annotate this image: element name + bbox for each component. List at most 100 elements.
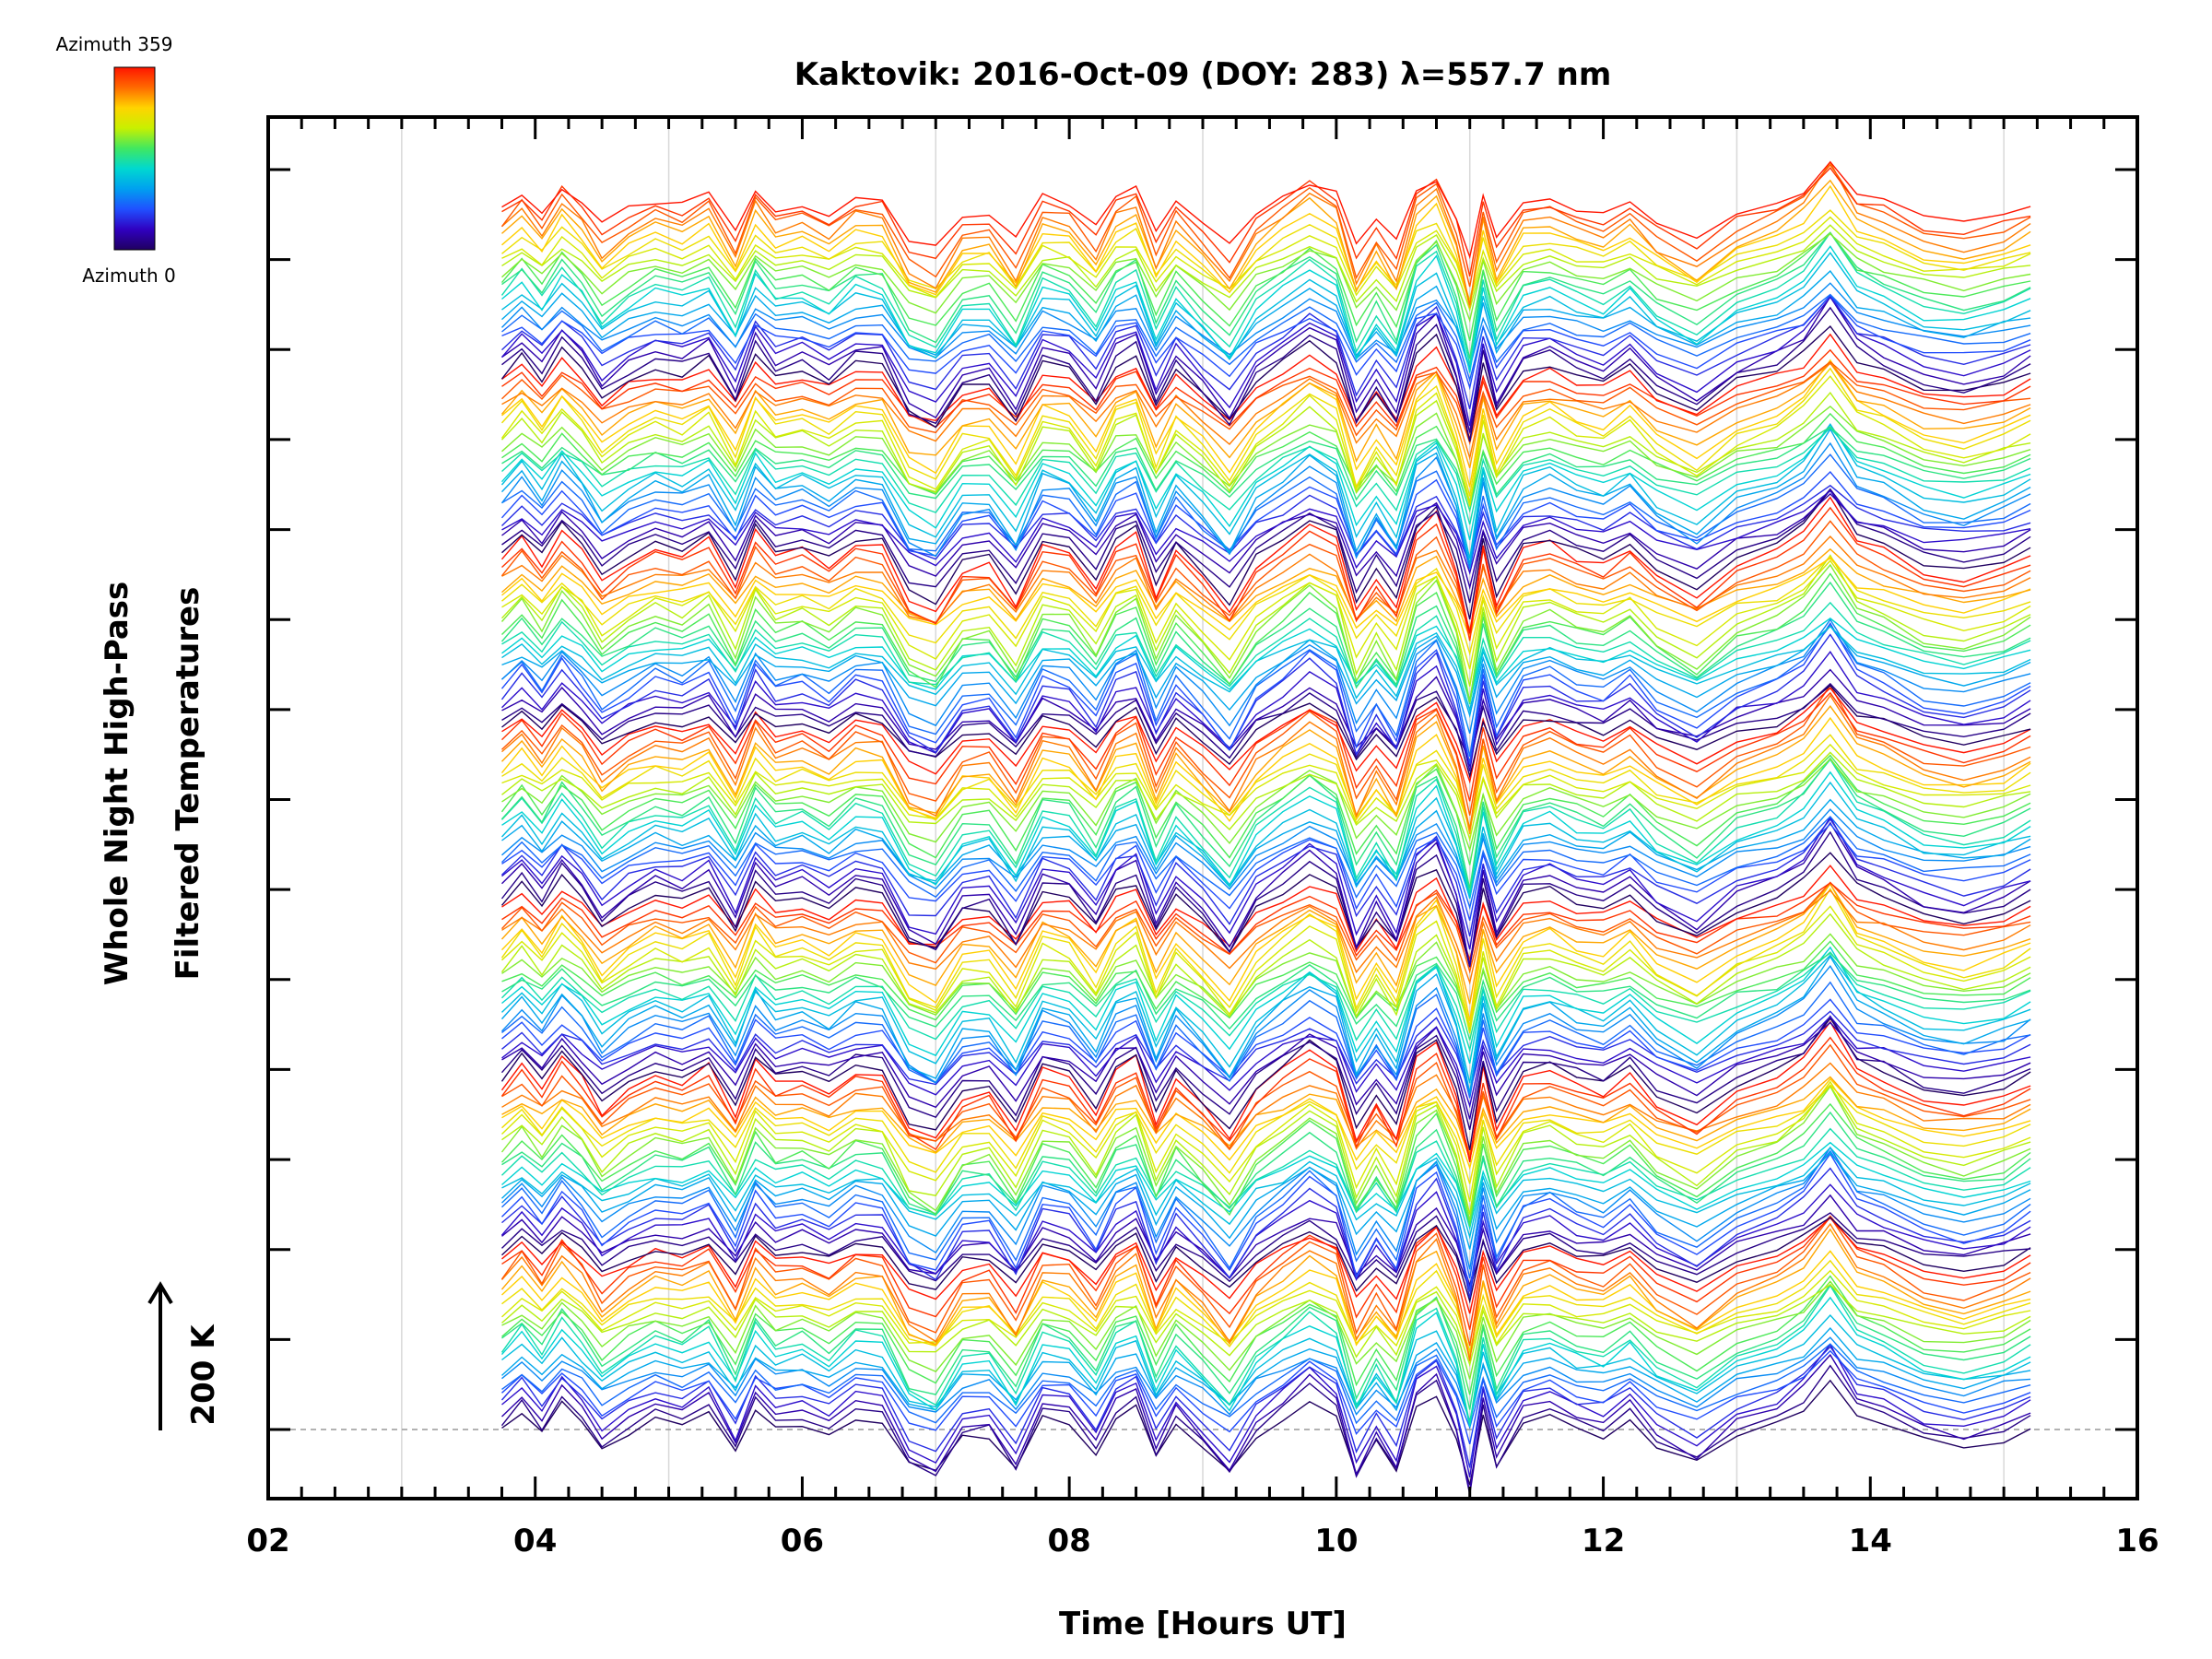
trace-azimuth-312-group-4 bbox=[501, 694, 2031, 830]
trace-azimuth-343-group-6 bbox=[501, 348, 2031, 441]
y-axis-label-line2: Filtered Temperatures bbox=[170, 587, 206, 981]
colorbar-bottom-label: Azimuth 0 bbox=[82, 265, 176, 287]
trace-azimuth-62-group-1 bbox=[500, 1346, 2031, 1468]
trace-azimuth-234-group-3 bbox=[500, 912, 2031, 1029]
scale-bar: 200 K bbox=[147, 1281, 222, 1430]
trace-azimuth-281-group-7 bbox=[501, 184, 2031, 306]
x-axis-label: Time [Hours UT] bbox=[1059, 1606, 1347, 1642]
trace-azimuth-78-group-5 bbox=[500, 621, 2031, 765]
trace-azimuth-219-group-4 bbox=[501, 758, 2031, 853]
trace-azimuth-172-group-1 bbox=[500, 1284, 2031, 1424]
trace-azimuth-203-group-5 bbox=[501, 572, 2031, 701]
trace-azimuth-219-group-1 bbox=[501, 1280, 2031, 1380]
trace-azimuth-234-group-7 bbox=[501, 224, 2031, 312]
trace-azimuth-78-group-4 bbox=[501, 823, 2031, 921]
temperature-traces bbox=[500, 160, 2031, 1495]
trace-azimuth-297-group-7 bbox=[501, 179, 2031, 309]
trace-azimuth-343-group-3 bbox=[501, 882, 2031, 962]
trace-azimuth-156-group-3 bbox=[501, 946, 2031, 1065]
trace-azimuth-328-group-6 bbox=[501, 360, 2031, 445]
x-axis-tick-labels: 02 04 06 08 10 12 14 16 bbox=[246, 1523, 2159, 1559]
trace-azimuth-16-group-2 bbox=[501, 1212, 2031, 1293]
x-tick-label: 02 bbox=[246, 1523, 289, 1559]
x-tick-label: 16 bbox=[2115, 1523, 2159, 1559]
trace-azimuth-219-group-5 bbox=[500, 563, 2031, 702]
trace-azimuth-234-group-1 bbox=[501, 1284, 2031, 1368]
scale-bar-label: 200 K bbox=[185, 1324, 222, 1426]
trace-azimuth-187-group-2 bbox=[501, 1111, 2031, 1227]
trace-azimuth-16-group-6 bbox=[501, 488, 2031, 604]
trace-azimuth-62-group-4 bbox=[501, 818, 2031, 937]
trace-azimuth-203-group-4 bbox=[500, 754, 2031, 865]
trace-azimuth-187-group-3 bbox=[501, 952, 2031, 1041]
trace-azimuth-250-group-2 bbox=[501, 1080, 2031, 1203]
trace-azimuth-265-group-4 bbox=[501, 734, 2031, 830]
trace-azimuth-250-group-5 bbox=[501, 559, 2031, 670]
trace-azimuth-265-group-6 bbox=[500, 367, 2031, 497]
trace-azimuth-219-group-7 bbox=[501, 232, 2031, 324]
trace-azimuth-62-group-2 bbox=[501, 1167, 2031, 1299]
trace-azimuth-297-group-6 bbox=[500, 361, 2031, 469]
trace-azimuth-328-group-3 bbox=[500, 881, 2031, 974]
trace-azimuth-31-group-3 bbox=[501, 1021, 2031, 1120]
trace-azimuth-31-group-7 bbox=[501, 295, 2031, 433]
trace-azimuth-47-group-1 bbox=[501, 1343, 2031, 1477]
trace-azimuth-109-group-2 bbox=[501, 1149, 2031, 1270]
trace-azimuth-109-group-4 bbox=[501, 808, 2031, 898]
trace-azimuth-140-group-2 bbox=[501, 1147, 2031, 1240]
x-tick-label: 10 bbox=[1314, 1523, 1358, 1559]
trace-azimuth-140-group-6 bbox=[500, 423, 2031, 559]
trace-azimuth-31-group-4 bbox=[501, 821, 2031, 967]
trace-azimuth-94-group-4 bbox=[501, 815, 2031, 911]
y-axis-ticks bbox=[268, 168, 2137, 1431]
trace-azimuth-16-group-1 bbox=[500, 1364, 2031, 1495]
trace-azimuth-281-group-1 bbox=[501, 1250, 2031, 1358]
trace-azimuth-0-group-3 bbox=[500, 1017, 2031, 1150]
chart-title: Kaktovik: 2016-Oct-09 (DOY: 283) λ=557.7… bbox=[794, 56, 1612, 93]
trace-azimuth-125-group-3 bbox=[500, 955, 2031, 1094]
colorbar-gradient bbox=[113, 66, 156, 251]
trace-azimuth-31-group-6 bbox=[501, 492, 2031, 591]
trace-azimuth-125-group-7 bbox=[501, 270, 2031, 371]
x-tick-label: 08 bbox=[1047, 1523, 1090, 1559]
trace-azimuth-203-group-1 bbox=[501, 1275, 2031, 1395]
trace-azimuth-172-group-5 bbox=[501, 601, 2031, 705]
trace-azimuth-16-group-3 bbox=[500, 1015, 2031, 1130]
trace-azimuth-140-group-5 bbox=[501, 625, 2031, 713]
trace-azimuth-265-group-3 bbox=[500, 888, 2031, 1028]
y-axis-label-line1: Whole Night High-Pass bbox=[99, 582, 135, 986]
trace-azimuth-359-group-5 bbox=[500, 496, 2031, 633]
trace-azimuth-31-group-1 bbox=[501, 1353, 2031, 1492]
trace-azimuth-359-group-7 bbox=[501, 160, 2031, 260]
x-tick-label: 14 bbox=[1849, 1523, 1892, 1559]
trace-azimuth-281-group-6 bbox=[501, 359, 2031, 488]
trace-azimuth-343-group-4 bbox=[501, 691, 2031, 802]
trace-azimuth-234-group-2 bbox=[501, 1084, 2031, 1215]
trace-azimuth-281-group-5 bbox=[501, 557, 2031, 640]
trace-azimuth-312-group-3 bbox=[501, 889, 2031, 985]
trace-azimuth-265-group-5 bbox=[501, 555, 2031, 656]
trace-azimuth-203-group-6 bbox=[501, 412, 2031, 508]
trace-azimuth-172-group-7 bbox=[500, 231, 2031, 365]
trace-azimuth-359-group-1 bbox=[501, 1217, 2031, 1314]
trace-azimuth-328-group-5 bbox=[500, 520, 2031, 635]
trace-azimuth-187-group-7 bbox=[501, 231, 2031, 359]
trace-azimuth-328-group-1 bbox=[500, 1216, 2031, 1347]
trace-azimuth-203-group-2 bbox=[500, 1102, 2031, 1227]
scale-bar-arrow-head-icon bbox=[147, 1281, 173, 1305]
trace-azimuth-234-group-5 bbox=[500, 554, 2031, 687]
colorbar-top-label: Azimuth 359 bbox=[56, 33, 173, 55]
trace-azimuth-0-group-5 bbox=[501, 684, 2031, 779]
trace-azimuth-125-group-4 bbox=[501, 798, 2031, 899]
trace-azimuth-203-group-7 bbox=[500, 231, 2031, 341]
trace-azimuth-47-group-4 bbox=[501, 816, 2031, 950]
vertical-gridlines bbox=[401, 117, 2005, 1499]
trace-azimuth-343-group-1 bbox=[501, 1215, 2031, 1330]
trace-azimuth-125-group-2 bbox=[501, 1151, 2031, 1250]
trace-azimuth-172-group-4 bbox=[500, 758, 2031, 894]
trace-azimuth-343-group-7 bbox=[501, 167, 2031, 276]
trace-azimuth-250-group-7 bbox=[501, 216, 2031, 306]
trace-azimuth-62-group-7 bbox=[501, 294, 2031, 409]
trace-azimuth-187-group-5 bbox=[500, 581, 2031, 705]
